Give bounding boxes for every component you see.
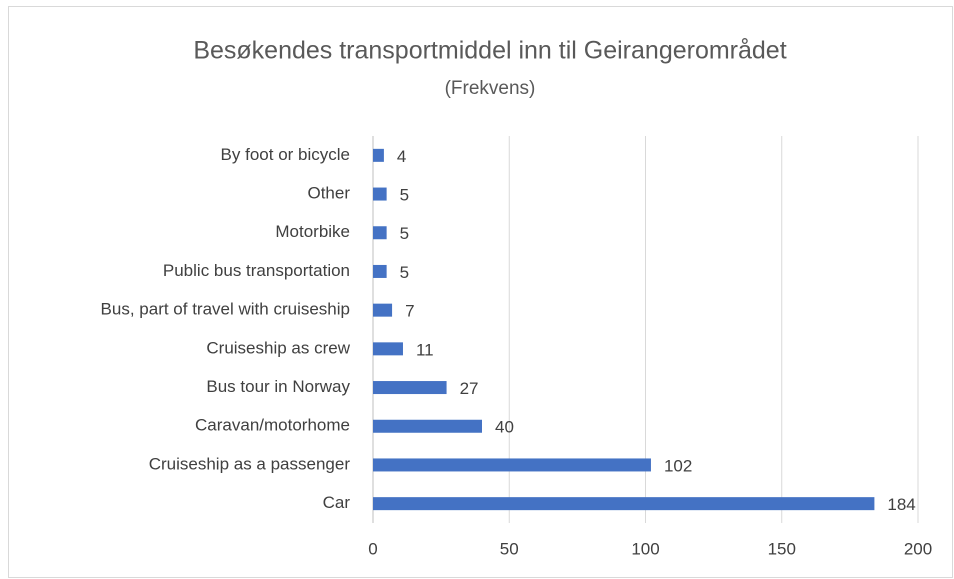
y-tick-label: Motorbike bbox=[275, 222, 350, 241]
bar bbox=[373, 419, 482, 433]
y-tick-label: Bus tour in Norway bbox=[206, 377, 350, 396]
x-tick-label: 200 bbox=[904, 539, 932, 558]
data-label: 27 bbox=[460, 379, 479, 398]
bar bbox=[373, 148, 384, 162]
bar bbox=[373, 458, 651, 472]
data-label: 5 bbox=[400, 263, 409, 282]
y-tick-label: By foot or bicycle bbox=[221, 145, 350, 164]
data-label: 5 bbox=[400, 224, 409, 243]
bar bbox=[373, 226, 387, 240]
bar bbox=[373, 381, 447, 395]
data-label: 184 bbox=[887, 495, 915, 514]
x-tick-label: 0 bbox=[368, 539, 377, 558]
y-tick-label: Cruiseship as a passenger bbox=[149, 454, 351, 473]
bar bbox=[373, 303, 393, 317]
x-tick-label: 50 bbox=[500, 539, 519, 558]
data-label: 40 bbox=[495, 418, 514, 437]
data-label: 4 bbox=[397, 147, 406, 166]
x-tick-label: 150 bbox=[768, 539, 796, 558]
y-tick-label: Car bbox=[323, 493, 351, 512]
chart-subtitle: (Frekvens) bbox=[445, 78, 536, 99]
data-label: 5 bbox=[400, 186, 409, 205]
chart-border bbox=[8, 6, 953, 578]
y-tick-label: Other bbox=[307, 184, 350, 203]
data-label: 11 bbox=[416, 340, 434, 359]
x-tick-label: 100 bbox=[631, 539, 659, 558]
data-label: 102 bbox=[664, 456, 692, 475]
bar bbox=[373, 497, 875, 511]
chart-title: Besøkendes transportmiddel inn til Geira… bbox=[193, 37, 786, 65]
data-label: 7 bbox=[405, 302, 414, 321]
y-tick-label: Cruiseship as crew bbox=[206, 338, 350, 357]
bar bbox=[373, 342, 403, 356]
y-tick-label: Caravan/motorhome bbox=[195, 416, 350, 435]
bar bbox=[373, 187, 387, 201]
bar bbox=[373, 264, 387, 278]
y-tick-label: Bus, part of travel with cruiseship bbox=[101, 300, 350, 319]
y-tick-label: Public bus transportation bbox=[163, 261, 350, 280]
